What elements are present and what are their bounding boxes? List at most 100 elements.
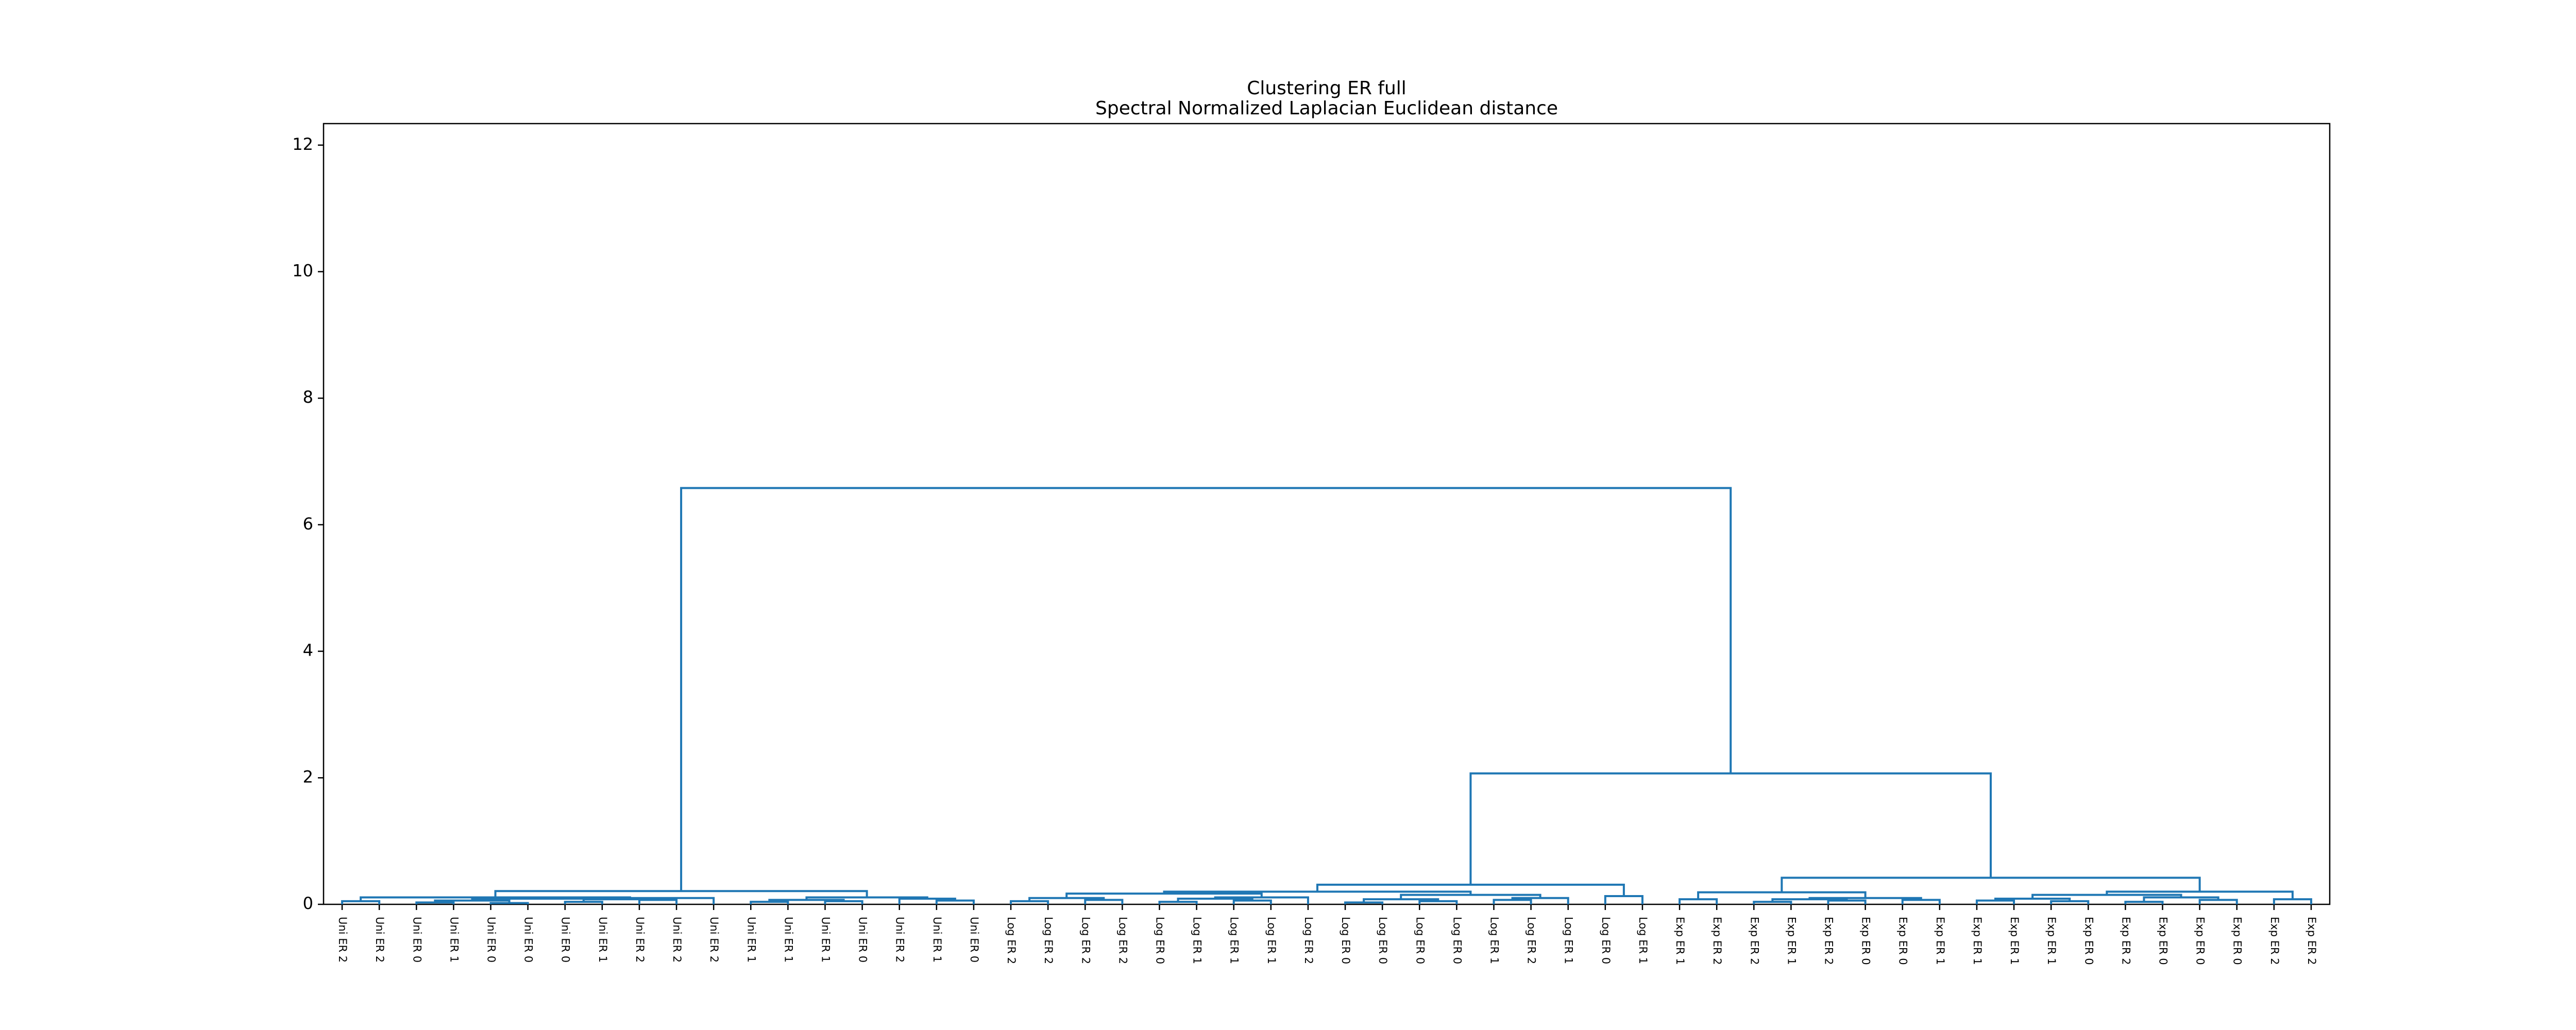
leaf-label: Uni ER 2 <box>374 917 386 963</box>
dendrogram-link <box>750 901 789 904</box>
dendrogram-link <box>680 487 1732 891</box>
dendrogram-link <box>2198 899 2238 904</box>
leaf-label: Log ER 2 <box>1079 917 1092 964</box>
leaf-label: Uni ER 2 <box>634 917 646 963</box>
leaf-label: Uni ER 1 <box>931 917 943 963</box>
leaf-label: Exp ER 2 <box>2268 917 2281 965</box>
dendrogram-link <box>1604 895 1643 904</box>
y-tick-label: 10 <box>292 261 313 280</box>
leaf-label: Exp ER 1 <box>1785 917 1798 965</box>
dendrogram-link <box>1781 877 2201 892</box>
leaf-label: Log ER 1 <box>1563 917 1575 964</box>
leaf-label: Uni ER 2 <box>671 917 683 963</box>
dendrogram-link <box>1679 898 1718 904</box>
y-tick-label: 0 <box>303 894 313 913</box>
dendrogram-link <box>2143 896 2219 902</box>
leaf-label: Exp ER 0 <box>2231 917 2244 965</box>
leaf-label: Log ER 1 <box>1228 917 1241 964</box>
leaf-label: Log ER 2 <box>1526 917 1538 964</box>
leaf-label: Exp ER 1 <box>2008 917 2021 965</box>
leaf-label: Exp ER 2 <box>1748 917 1760 965</box>
dendrogram-link <box>1975 899 2015 904</box>
dendrogram-link <box>1418 900 1458 904</box>
leaf-label: Uni ER 1 <box>597 917 609 963</box>
dendrogram-link <box>360 896 631 901</box>
dendrogram-link <box>2106 890 2294 900</box>
dendrogram-link <box>1084 899 1124 904</box>
leaf-label: Uni ER 0 <box>522 917 535 963</box>
leaf-label: Uni ER 2 <box>336 917 349 963</box>
leaf-label: Uni ER 0 <box>857 917 869 963</box>
dendrogram-link <box>2124 901 2164 904</box>
leaf-label: Exp ER 1 <box>1674 917 1686 965</box>
dendrogram-link <box>805 896 928 900</box>
leaf-label: Log ER 0 <box>1377 917 1389 964</box>
dendrogram-link <box>1158 901 1198 904</box>
leaf-label: Uni ER 1 <box>782 917 794 963</box>
dendrogram-link <box>1753 901 1792 904</box>
dendrogram-link <box>564 901 603 904</box>
leaf-label: Exp ER 0 <box>2082 917 2095 965</box>
dendrogram-link <box>1232 899 1272 904</box>
y-tick-label: 4 <box>303 641 313 660</box>
leaf-label: Log ER 1 <box>1637 917 1649 964</box>
dendrogram-link <box>935 899 975 904</box>
leaf-label: Exp ER 2 <box>2306 917 2318 965</box>
dendrogram-link <box>1697 891 1867 900</box>
y-tick-label: 2 <box>303 767 313 786</box>
leaf-label: Log ER 2 <box>1005 917 1018 964</box>
leaf-label: Log ER 0 <box>1154 917 1166 964</box>
leaf-label: Exp ER 1 <box>1971 917 1984 965</box>
dendrogram-link <box>824 900 863 904</box>
dendrogram-link <box>1493 899 1532 904</box>
leaf-label: Log ER 0 <box>1451 917 1463 964</box>
leaf-label: Exp ER 0 <box>1860 917 1872 965</box>
leaf-label: Log ER 0 <box>1414 917 1426 964</box>
dendrogram-link <box>1010 900 1049 904</box>
leaf-label: Log ER 2 <box>1042 917 1055 964</box>
leaf-label: Exp ER 2 <box>1711 917 1723 965</box>
plot-frame <box>323 123 2331 905</box>
y-tick-label: 12 <box>292 134 313 154</box>
leaf-label: Log ER 0 <box>1600 917 1612 964</box>
dendrogram-link <box>1065 892 1263 898</box>
dendrogram-link <box>1511 897 1569 904</box>
leaf-label: Uni ER 0 <box>411 917 423 963</box>
leaf-label: Uni ER 0 <box>968 917 980 963</box>
dendrogram-link <box>1163 890 1472 895</box>
leaf-label: Log ER 2 <box>1302 917 1315 964</box>
leaf-label: Log ER 1 <box>1191 917 1204 964</box>
leaf-label: Exp ER 0 <box>2157 917 2170 965</box>
leaf-label: Log ER 2 <box>1116 917 1129 964</box>
leaf-label: Log ER 0 <box>1340 917 1352 964</box>
y-tick-label: 6 <box>303 514 313 534</box>
leaf-label: Exp ER 0 <box>2194 917 2207 965</box>
dendrogram-link <box>2273 898 2312 904</box>
dendrogram-link <box>638 899 678 904</box>
chart-title: Clustering ER full <box>1247 78 1406 99</box>
leaf-label: Exp ER 0 <box>1897 917 1909 965</box>
dendrogram-link <box>2050 900 2090 904</box>
leaf-label: Exp ER 1 <box>2045 917 2058 965</box>
leaf-label: Uni ER 1 <box>745 917 757 963</box>
leaf-label: Exp ER 2 <box>2120 917 2132 965</box>
dendrogram-link <box>1214 896 1309 904</box>
leaf-label: Uni ER 2 <box>708 917 720 963</box>
dendrogram-link <box>1827 899 1867 904</box>
leaf-label: Exp ER 1 <box>1934 917 1946 965</box>
leaf-label: Log ER 1 <box>1265 917 1278 964</box>
dendrogram-link <box>1901 899 1941 904</box>
leaf-label: Exp ER 2 <box>1823 917 1835 965</box>
y-tick-label: 8 <box>303 387 313 407</box>
leaf-label: Uni ER 1 <box>448 917 460 963</box>
leaf-label: Uni ER 0 <box>560 917 572 963</box>
leaf-label: Uni ER 1 <box>820 917 832 963</box>
dendrogram-link <box>1316 883 1625 897</box>
chart-subtitle: Spectral Normalized Laplacian Euclidean … <box>1095 98 1558 119</box>
leaf-label: Uni ER 0 <box>485 917 498 963</box>
dendrogram-link <box>434 899 511 903</box>
dendrogram-link <box>341 900 381 904</box>
dendrogram-link <box>1469 772 1992 885</box>
leaf-label: Uni ER 2 <box>894 917 906 963</box>
